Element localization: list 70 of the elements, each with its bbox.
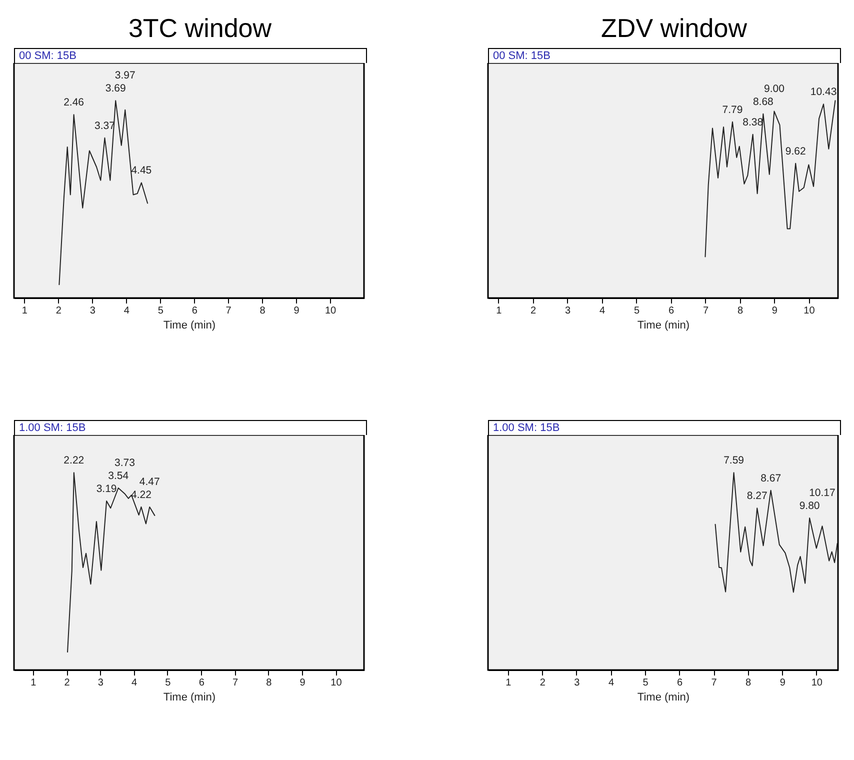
annotation: 8.68 — [752, 96, 774, 108]
annotation: 7.59 — [724, 454, 744, 467]
x-tick-label: 1 — [22, 306, 28, 316]
chart-subtitle: 00 SM: 15B — [14, 48, 367, 63]
annotation: 3.69 — [105, 82, 126, 95]
x-tick-label: 8 — [746, 678, 752, 688]
x-tick-label: 7 — [232, 678, 238, 688]
x-tick-label: 3 — [565, 306, 572, 316]
x-tick-label: 1 — [506, 678, 512, 688]
x-tick-label: 3 — [98, 678, 104, 688]
x-tick-label: 5 — [634, 306, 640, 316]
x-tick-label: 7 — [226, 306, 232, 316]
annotation: 4.45 — [131, 164, 152, 177]
x-tick-label: 8 — [737, 306, 744, 316]
x-tick-label: 1 — [496, 306, 502, 316]
annotation: 8.27 — [746, 490, 768, 502]
chart-subtitle: 1.00 SM: 15B — [14, 420, 367, 435]
annotation: 3.97 — [114, 70, 136, 82]
x-tick-label: 9 — [780, 678, 786, 688]
annotation: 10.17 — [809, 487, 836, 499]
x-tick-label: 6 — [198, 678, 205, 688]
x-axis-title: Time (min) — [163, 320, 216, 332]
x-tick-label: 9 — [294, 306, 300, 316]
x-axis-title: Time (min) — [637, 692, 690, 704]
annotation: 10.43 — [810, 86, 837, 98]
x-axis-title: Time (min) — [637, 320, 690, 332]
x-tick-label: 8 — [266, 678, 272, 688]
annotation: 7.79 — [722, 104, 743, 116]
x-tick-label: 7 — [702, 306, 709, 316]
x-tick-label: 7 — [711, 678, 718, 688]
x-tick-label: 1 — [30, 678, 37, 688]
x-tick-label: 4 — [600, 306, 606, 316]
x-tick-label: 4 — [124, 306, 130, 316]
x-tick-label: 9 — [300, 678, 306, 688]
x-axis-title: Time (min) — [163, 692, 216, 704]
annotation: 4.22 — [130, 488, 152, 501]
x-tick-label: 10 — [330, 678, 342, 688]
x-tick-label: 5 — [165, 678, 172, 688]
x-tick-label: 6 — [677, 678, 683, 688]
x-tick-label: 2 — [540, 678, 546, 688]
x-tick-label: 8 — [260, 306, 266, 316]
annotation: 3.19 — [96, 483, 117, 496]
x-tick-label: 4 — [132, 678, 138, 688]
x-tick-label: 6 — [668, 306, 674, 316]
x-tick-label: 5 — [642, 678, 649, 688]
annotation: 9.80 — [799, 500, 820, 512]
chart-subtitle: 1.00 SM: 15B — [488, 420, 841, 435]
x-tick-label: 3 — [574, 678, 580, 688]
annotation: 4.47 — [139, 476, 160, 488]
x-tick-label: 4 — [608, 678, 614, 688]
annotation: 3.54 — [108, 470, 129, 482]
x-tick-label: 10 — [804, 306, 816, 316]
x-tick-label: 2 — [64, 678, 70, 688]
x-tick-label: 5 — [158, 306, 164, 316]
x-tick-label: 6 — [192, 306, 198, 316]
annotation: 2.46 — [64, 96, 84, 109]
chart-title: ZDV window — [600, 12, 748, 45]
x-tick-label: 9 — [772, 306, 778, 316]
annotation: 9.62 — [785, 145, 806, 158]
chart-title: 3TC window — [127, 12, 273, 45]
x-tick-label: 2 — [530, 306, 537, 316]
annotation: 8.67 — [760, 472, 782, 484]
chart-subtitle: 00 SM: 15B — [488, 48, 841, 63]
x-tick-label: 10 — [811, 678, 823, 688]
x-tick-label: 10 — [324, 306, 337, 316]
x-tick-label: 2 — [56, 306, 62, 316]
annotation: 2.22 — [64, 454, 84, 467]
annotation: 9.00 — [764, 82, 785, 95]
annotation: 3.73 — [114, 456, 136, 469]
x-tick-label: 3 — [90, 306, 96, 316]
